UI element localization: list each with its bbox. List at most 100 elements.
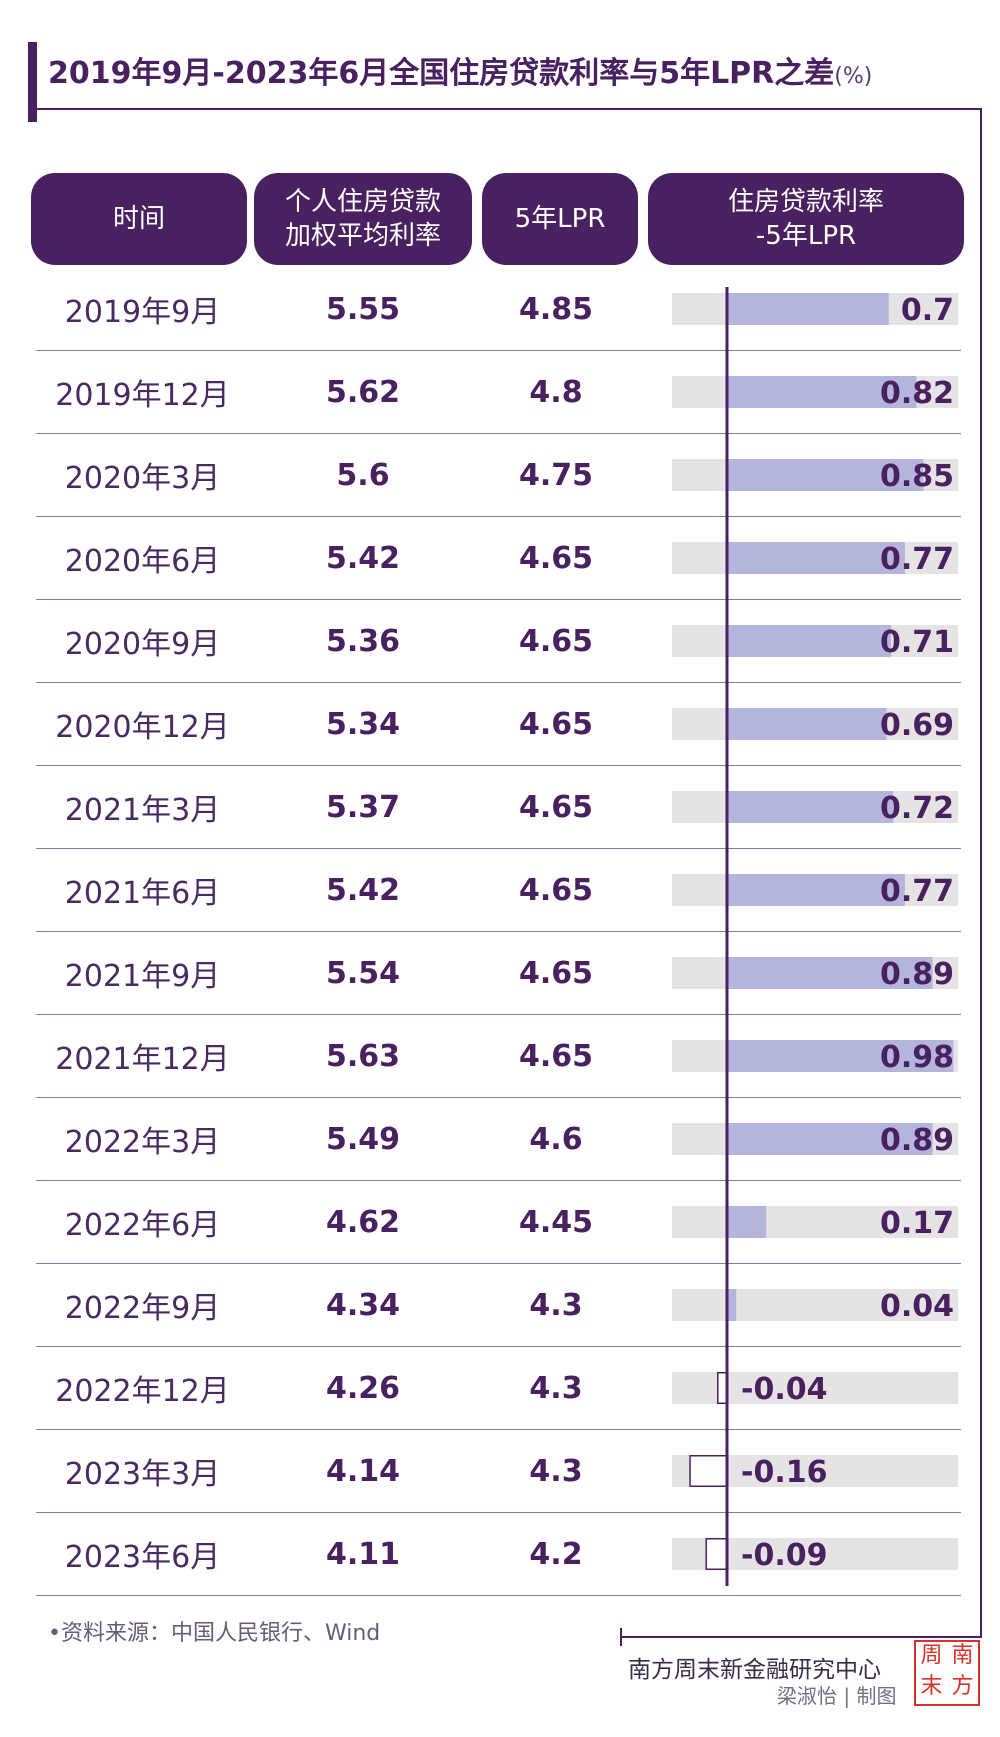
diff-value-label: 0.72 <box>880 791 954 826</box>
row-lpr: 4.65 <box>518 1038 594 1074</box>
seal-glyph: 末 <box>920 1674 943 1699</box>
chart-title-text: 2019年9月-2023年6月全国住房贷款利率与5年LPR之差 <box>48 56 835 91</box>
publisher-seal-logo: 周南末方 <box>914 1640 980 1706</box>
table-row: 2021年12月 5.63 4.65 <box>36 1015 961 1098</box>
frame-bottom-tick <box>620 1628 622 1646</box>
row-time: 2020年12月 <box>55 710 230 745</box>
table-row: 2020年9月 5.36 4.65 <box>36 600 961 683</box>
diff-value-label: 0.89 <box>880 957 954 992</box>
diff-bar <box>727 1123 933 1155</box>
table-row: 2021年3月 5.37 4.65 <box>36 766 961 849</box>
header-time: 时间 <box>31 173 247 265</box>
table-row: 2019年9月 5.55 4.85 <box>36 268 961 351</box>
row-rate: 4.14 <box>325 1453 401 1489</box>
seal-glyph: 南 <box>951 1643 974 1668</box>
row-rate: 5.62 <box>325 374 401 410</box>
header-diff-line2: -5年LPR <box>755 221 857 251</box>
table-row: 2022年12月 4.26 4.3 <box>36 1347 961 1430</box>
row-time: 2020年3月 <box>64 461 221 496</box>
diff-bar <box>727 708 887 740</box>
row-time: 2019年9月 <box>64 295 221 330</box>
header-diff-line1: 住房贷款利率 <box>727 187 884 217</box>
diff-value-label: 0.69 <box>880 708 954 743</box>
diff-bar <box>727 791 894 823</box>
table-row: 2021年6月 5.42 4.65 <box>36 849 961 932</box>
diff-bar <box>727 376 917 408</box>
row-rate: 4.62 <box>325 1204 401 1240</box>
row-rate: 5.42 <box>325 872 401 908</box>
table-row: 2019年12月 5.62 4.8 <box>36 351 961 434</box>
row-rate: 5.36 <box>325 623 401 659</box>
row-lpr: 4.65 <box>518 955 594 991</box>
diff-bar <box>727 1289 737 1321</box>
diff-bar <box>727 1040 954 1072</box>
row-rate: 5.34 <box>325 706 401 742</box>
row-rate: 4.34 <box>325 1287 401 1323</box>
diff-value-label: 0.82 <box>880 376 954 411</box>
row-rate: 5.63 <box>325 1038 401 1074</box>
row-time: 2022年3月 <box>64 1125 221 1160</box>
diff-bar <box>689 1455 728 1487</box>
seal-glyph: 周 <box>920 1643 943 1668</box>
header-time-label: 时间 <box>112 204 165 234</box>
row-rate: 5.6 <box>336 457 390 493</box>
diff-bar <box>705 1538 728 1570</box>
row-time: 2021年9月 <box>64 959 221 994</box>
table-row: 2023年6月 4.11 4.2 <box>36 1513 961 1596</box>
row-lpr: 4.65 <box>518 872 594 908</box>
frame-bottom-line <box>620 1636 982 1638</box>
diff-value-label: 0.7 <box>901 293 954 328</box>
row-lpr: 4.65 <box>518 623 594 659</box>
row-time: 2022年9月 <box>64 1291 221 1326</box>
chart-title: 2019年9月-2023年6月全国住房贷款利率与5年LPR之差(%) <box>48 48 872 92</box>
seal-glyph: 方 <box>951 1674 974 1699</box>
row-rate: 4.11 <box>325 1536 401 1572</box>
row-lpr: 4.65 <box>518 540 594 576</box>
diff-bar <box>727 625 892 657</box>
row-lpr: 4.85 <box>518 291 594 327</box>
diff-value-label: -0.16 <box>741 1455 827 1490</box>
table-row: 2022年3月 5.49 4.6 <box>36 1098 961 1181</box>
table-row: 2020年12月 5.34 4.65 <box>36 683 961 766</box>
row-lpr: 4.3 <box>529 1453 583 1489</box>
diff-value-label: 0.17 <box>880 1206 954 1241</box>
table-row: 2021年9月 5.54 4.65 <box>36 932 961 1015</box>
frame-right-line <box>980 108 982 1638</box>
row-time: 2023年6月 <box>64 1540 221 1575</box>
footer-author: 梁淑怡 | 制图 <box>777 1684 897 1708</box>
row-rate: 5.54 <box>325 955 401 991</box>
diff-value-label: 0.98 <box>880 1040 954 1075</box>
row-rate: 5.37 <box>325 789 401 825</box>
header-rate-line1: 个人住房贷款 <box>284 187 441 217</box>
diff-bar <box>727 459 924 491</box>
row-lpr: 4.75 <box>518 457 594 493</box>
table-row: 2022年6月 4.62 4.45 <box>36 1181 961 1264</box>
row-time: 2020年9月 <box>64 627 221 662</box>
row-time: 2019年12月 <box>55 378 230 413</box>
table-row: 2023年3月 4.14 4.3 <box>36 1430 961 1513</box>
row-lpr: 4.6 <box>529 1121 583 1157</box>
row-rate: 5.49 <box>325 1121 401 1157</box>
row-lpr: 4.65 <box>518 706 594 742</box>
row-lpr: 4.8 <box>529 374 583 410</box>
diff-bar <box>727 293 889 325</box>
row-time: 2020年6月 <box>64 544 221 579</box>
title-accent-bar <box>28 42 37 122</box>
diff-value-label: -0.04 <box>741 1372 827 1407</box>
diff-bar <box>727 874 905 906</box>
header-rate-line2: 加权平均利率 <box>284 221 441 251</box>
row-time: 2021年3月 <box>64 793 221 828</box>
diff-value-label: 0.85 <box>880 459 954 494</box>
row-time: 2022年6月 <box>64 1208 221 1243</box>
header-diff: 住房贷款利率 -5年LPR <box>648 173 964 265</box>
diff-bar <box>727 957 933 989</box>
chart-title-unit: (%) <box>834 64 873 89</box>
row-lpr: 4.45 <box>518 1204 594 1240</box>
row-time: 2023年3月 <box>64 1457 221 1492</box>
table-row: 2020年6月 5.42 4.65 <box>36 517 961 600</box>
row-lpr: 4.3 <box>529 1370 583 1406</box>
diff-value-label: 0.89 <box>880 1123 954 1158</box>
row-lpr: 4.3 <box>529 1287 583 1323</box>
diff-value-label: 0.71 <box>880 625 954 660</box>
